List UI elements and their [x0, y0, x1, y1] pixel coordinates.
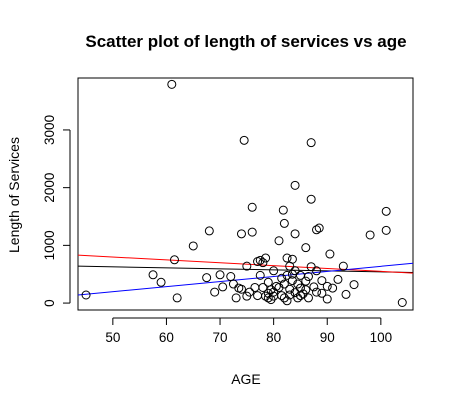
- regression-line-3: [77, 262, 414, 296]
- data-point: [156, 277, 166, 287]
- data-point: [274, 236, 284, 246]
- data-point: [231, 293, 241, 303]
- data-point: [312, 287, 322, 297]
- data-point: [236, 284, 246, 294]
- data-point: [282, 253, 292, 263]
- data-point: [381, 206, 391, 216]
- data-point: [328, 283, 338, 293]
- x-axis-label: AGE: [231, 371, 261, 387]
- data-point: [349, 280, 359, 290]
- data-point: [338, 261, 348, 271]
- data-point: [341, 289, 351, 299]
- data-point: [365, 230, 375, 240]
- data-point: [309, 282, 319, 292]
- data-point: [258, 282, 268, 292]
- data-point: [397, 297, 407, 307]
- data-point: [255, 270, 265, 280]
- data-point: [301, 276, 311, 286]
- x-tick-label: 80: [266, 330, 281, 345]
- regression-line-1: [77, 265, 414, 273]
- data-point: [333, 274, 343, 284]
- data-point: [303, 272, 313, 282]
- data-point: [247, 227, 257, 237]
- data-point: [322, 294, 332, 304]
- x-tick-label: 50: [105, 330, 120, 345]
- data-point: [287, 254, 297, 264]
- data-point: [204, 226, 214, 236]
- x-tick-label: 90: [320, 330, 335, 345]
- data-point: [282, 296, 292, 306]
- data-point: [253, 291, 263, 301]
- data-point: [169, 255, 179, 265]
- data-point: [312, 266, 322, 276]
- data-point: [306, 194, 316, 204]
- data-point: [188, 241, 198, 251]
- data-point: [236, 229, 246, 239]
- data-point: [279, 279, 289, 289]
- data-point: [381, 225, 391, 235]
- data-point: [239, 135, 249, 145]
- data-point: [81, 290, 91, 300]
- data-point: [258, 258, 268, 268]
- data-point: [306, 262, 316, 272]
- data-point: [215, 270, 225, 280]
- data-point: [290, 266, 300, 276]
- y-tick-label: 1000: [42, 230, 57, 260]
- y-axis-label: Length of Services: [6, 137, 22, 253]
- data-point: [325, 249, 335, 259]
- data-point: [322, 281, 332, 291]
- data-point: [148, 270, 158, 280]
- data-point: [202, 273, 212, 283]
- data-point: [250, 282, 260, 292]
- x-tick-label: 60: [159, 330, 174, 345]
- data-point: [228, 279, 238, 289]
- data-point: [314, 223, 324, 233]
- data-point: [269, 287, 279, 297]
- data-point: [242, 261, 252, 271]
- y-tick-label: 3000: [42, 115, 57, 145]
- data-point: [210, 287, 220, 297]
- data-point: [290, 229, 300, 239]
- plot-frame: [77, 77, 414, 311]
- data-point: [303, 293, 313, 303]
- chart-title: Scatter plot of length of services vs ag…: [85, 32, 406, 51]
- data-point: [269, 266, 279, 276]
- y-tick-label: 0: [42, 299, 57, 307]
- regression-line-2: [77, 254, 414, 274]
- data-point: [295, 291, 305, 301]
- x-tick-label: 100: [370, 330, 393, 345]
- data-point: [279, 293, 289, 303]
- data-point: [279, 218, 289, 228]
- data-point: [277, 273, 287, 283]
- data-point: [247, 202, 257, 212]
- data-point: [290, 180, 300, 190]
- data-point: [255, 255, 265, 265]
- data-point: [301, 285, 311, 295]
- data-point: [242, 291, 252, 301]
- data-point: [218, 282, 228, 292]
- x-tick-label: 70: [213, 330, 228, 345]
- data-point: [301, 243, 311, 253]
- data-point: [317, 276, 327, 286]
- data-point: [263, 277, 273, 287]
- data-point: [278, 205, 288, 215]
- data-point: [167, 79, 177, 89]
- data-point: [282, 270, 292, 280]
- data-point: [226, 272, 236, 282]
- data-point: [312, 225, 322, 235]
- data-point: [317, 288, 327, 298]
- data-point: [172, 293, 182, 303]
- data-point: [263, 293, 273, 303]
- y-tick-label: 2000: [42, 173, 57, 203]
- data-point: [285, 290, 295, 300]
- data-point: [261, 253, 271, 263]
- data-point: [306, 138, 316, 148]
